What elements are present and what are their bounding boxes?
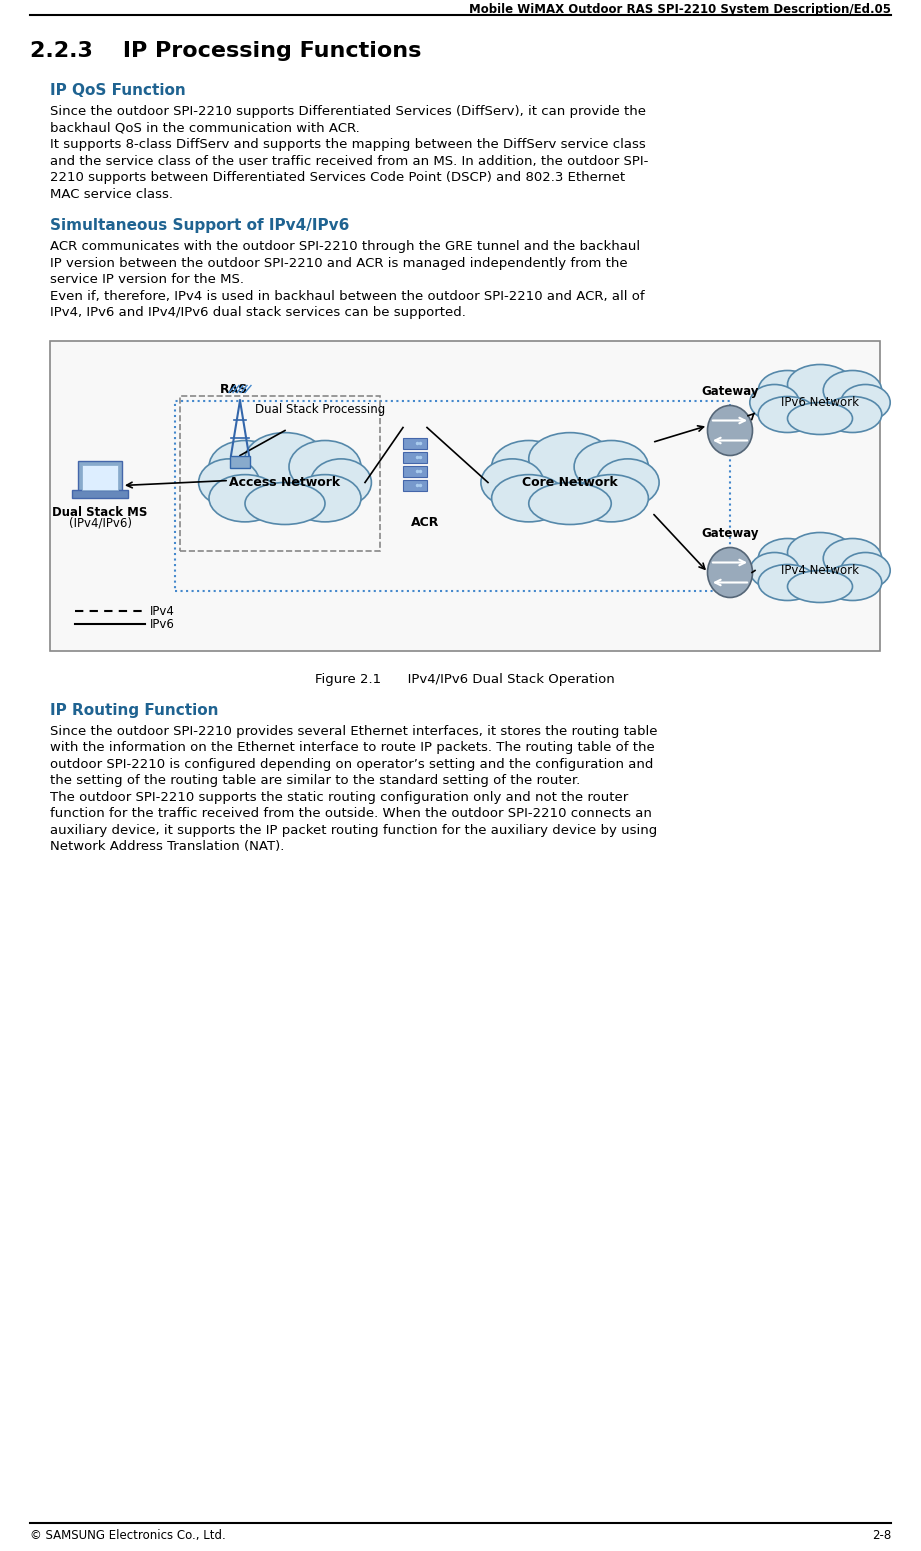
Ellipse shape: [841, 385, 891, 420]
Ellipse shape: [500, 444, 640, 521]
FancyBboxPatch shape: [78, 461, 122, 493]
Text: with the information on the Ethernet interface to route IP packets. The routing : with the information on the Ethernet int…: [50, 741, 655, 754]
Ellipse shape: [787, 364, 853, 405]
Ellipse shape: [707, 548, 752, 597]
Ellipse shape: [289, 475, 361, 521]
Text: IP version between the outdoor SPI-2210 and ACR is managed independently from th: IP version between the outdoor SPI-2210 …: [50, 256, 627, 270]
Ellipse shape: [310, 459, 371, 506]
Text: IPv6 Network: IPv6 Network: [781, 396, 859, 409]
Text: IPv6: IPv6: [150, 617, 175, 631]
Ellipse shape: [758, 565, 817, 600]
Text: IP QoS Function: IP QoS Function: [50, 84, 186, 98]
Ellipse shape: [481, 459, 543, 506]
Ellipse shape: [492, 440, 565, 493]
Ellipse shape: [574, 440, 648, 493]
Text: outdoor SPI-2210 is configured depending on operator’s setting and the configura: outdoor SPI-2210 is configured depending…: [50, 757, 653, 771]
Ellipse shape: [597, 459, 659, 506]
Ellipse shape: [758, 371, 817, 411]
Ellipse shape: [199, 459, 260, 506]
Text: Simultaneous Support of IPv4/IPv6: Simultaneous Support of IPv4/IPv6: [50, 219, 349, 233]
FancyBboxPatch shape: [403, 479, 427, 490]
Ellipse shape: [209, 440, 281, 493]
Ellipse shape: [217, 444, 353, 521]
Text: auxiliary device, it supports the IP packet routing function for the auxiliary d: auxiliary device, it supports the IP pac…: [50, 824, 658, 836]
Text: and the service class of the user traffic received from an MS. In addition, the : and the service class of the user traffi…: [50, 155, 648, 168]
FancyBboxPatch shape: [403, 465, 427, 476]
Text: Gateway: Gateway: [701, 526, 759, 540]
Text: Since the outdoor SPI-2210 provides several Ethernet interfaces, it stores the r: Since the outdoor SPI-2210 provides seve…: [50, 724, 658, 737]
Text: Figure 2.1  IPv4/IPv6 Dual Stack Operation: Figure 2.1 IPv4/IPv6 Dual Stack Operatio…: [315, 673, 615, 686]
Text: MAC service class.: MAC service class.: [50, 188, 173, 200]
Text: Dual Stack MS: Dual Stack MS: [52, 506, 147, 518]
Text: Access Network: Access Network: [229, 476, 341, 489]
Ellipse shape: [750, 385, 799, 420]
Ellipse shape: [823, 565, 881, 600]
FancyBboxPatch shape: [230, 456, 250, 467]
Text: ACR communicates with the outdoor SPI-2210 through the GRE tunnel and the backha: ACR communicates with the outdoor SPI-22…: [50, 240, 640, 253]
Text: Mobile WiMAX Outdoor RAS SPI-2210 System Description/Ed.05: Mobile WiMAX Outdoor RAS SPI-2210 System…: [469, 3, 891, 16]
Ellipse shape: [764, 540, 875, 600]
Text: the setting of the routing table are similar to the standard setting of the rout: the setting of the routing table are sim…: [50, 774, 580, 786]
FancyBboxPatch shape: [50, 341, 880, 650]
Text: ACR: ACR: [411, 515, 439, 529]
Text: 2.2.3  IP Processing Functions: 2.2.3 IP Processing Functions: [30, 40, 422, 60]
Text: backhaul QoS in the communication with ACR.: backhaul QoS in the communication with A…: [50, 121, 360, 135]
Text: RAS: RAS: [220, 383, 249, 396]
Ellipse shape: [574, 475, 648, 521]
Ellipse shape: [787, 403, 853, 434]
Text: The outdoor SPI-2210 supports the static routing configuration only and not the : The outdoor SPI-2210 supports the static…: [50, 791, 628, 803]
Text: It supports 8-class DiffServ and supports the mapping between the DiffServ servi: It supports 8-class DiffServ and support…: [50, 138, 646, 150]
Ellipse shape: [289, 440, 361, 493]
Text: © SAMSUNG Electronics Co., Ltd.: © SAMSUNG Electronics Co., Ltd.: [30, 1529, 226, 1542]
Ellipse shape: [209, 475, 281, 521]
Text: Core Network: Core Network: [522, 476, 618, 489]
FancyBboxPatch shape: [403, 451, 427, 462]
Ellipse shape: [787, 532, 853, 572]
Text: (IPv4/IPv6): (IPv4/IPv6): [68, 516, 132, 529]
Text: Since the outdoor SPI-2210 supports Differentiated Services (DiffServ), it can p: Since the outdoor SPI-2210 supports Diff…: [50, 105, 646, 118]
Text: 2210 supports between Differentiated Services Code Point (DSCP) and 802.3 Ethern: 2210 supports between Differentiated Ser…: [50, 171, 625, 185]
FancyBboxPatch shape: [403, 437, 427, 448]
Text: Gateway: Gateway: [701, 385, 759, 397]
Text: 2-8: 2-8: [872, 1529, 891, 1542]
Ellipse shape: [245, 482, 325, 524]
Ellipse shape: [492, 475, 565, 521]
Text: IPv4 Network: IPv4 Network: [781, 565, 859, 577]
Text: IPv4: IPv4: [150, 605, 175, 617]
Ellipse shape: [245, 433, 325, 485]
Ellipse shape: [758, 538, 817, 579]
Ellipse shape: [707, 405, 752, 456]
Ellipse shape: [823, 371, 881, 411]
Ellipse shape: [529, 433, 612, 485]
Ellipse shape: [823, 538, 881, 579]
Ellipse shape: [758, 397, 817, 433]
Text: Dual Stack Processing: Dual Stack Processing: [255, 403, 385, 416]
Ellipse shape: [787, 571, 853, 602]
Text: service IP version for the MS.: service IP version for the MS.: [50, 273, 244, 285]
Ellipse shape: [841, 552, 891, 588]
Ellipse shape: [823, 397, 881, 433]
FancyBboxPatch shape: [72, 490, 128, 498]
Text: Network Address Translation (NAT).: Network Address Translation (NAT).: [50, 841, 285, 853]
Text: Even if, therefore, IPv4 is used in backhaul between the outdoor SPI-2210 and AC: Even if, therefore, IPv4 is used in back…: [50, 290, 645, 302]
Ellipse shape: [750, 552, 799, 588]
FancyBboxPatch shape: [82, 464, 118, 490]
Text: IP Routing Function: IP Routing Function: [50, 703, 218, 718]
Ellipse shape: [529, 482, 612, 524]
Text: function for the traffic received from the outside. When the outdoor SPI-2210 co: function for the traffic received from t…: [50, 807, 652, 820]
Ellipse shape: [764, 372, 875, 433]
Text: IPv4, IPv6 and IPv4/IPv6 dual stack services can be supported.: IPv4, IPv6 and IPv4/IPv6 dual stack serv…: [50, 306, 466, 320]
